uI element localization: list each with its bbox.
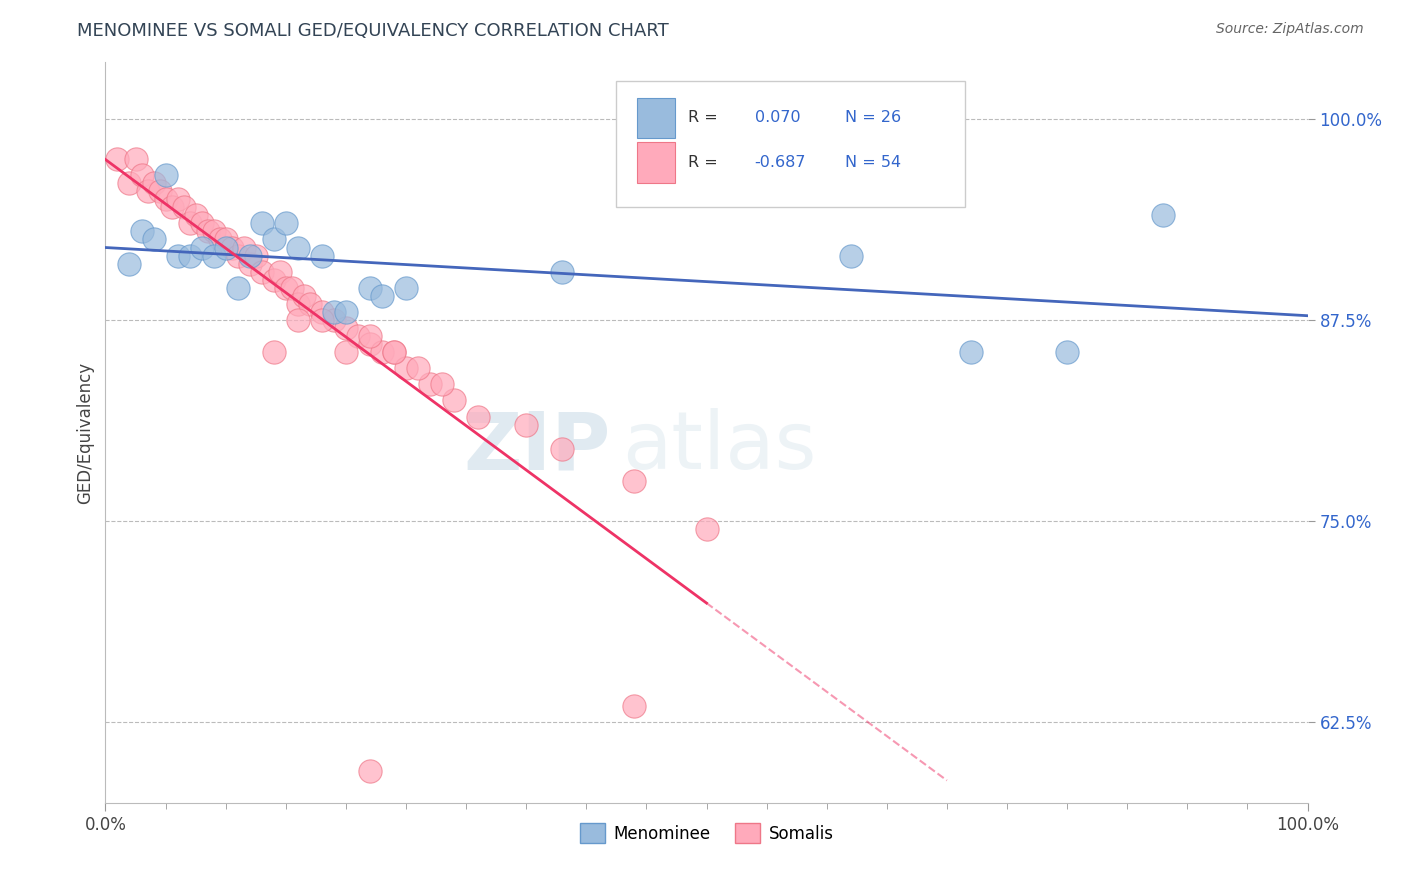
Point xyxy=(179,249,201,263)
Point xyxy=(173,200,195,214)
Point xyxy=(623,474,645,488)
Point xyxy=(395,281,418,295)
Point xyxy=(311,249,333,263)
Point xyxy=(335,305,357,319)
Text: R =: R = xyxy=(689,155,723,169)
Text: atlas: atlas xyxy=(623,409,817,486)
Point xyxy=(287,240,309,254)
Point xyxy=(221,240,243,254)
Point xyxy=(184,208,207,222)
Point xyxy=(623,699,645,714)
Legend: Menominee, Somalis: Menominee, Somalis xyxy=(574,816,839,850)
Point xyxy=(359,281,381,295)
Point xyxy=(118,257,141,271)
Point xyxy=(311,313,333,327)
Point xyxy=(359,337,381,351)
Point xyxy=(136,184,159,198)
Point xyxy=(263,345,285,359)
Point xyxy=(131,224,153,238)
Point xyxy=(382,345,405,359)
Point xyxy=(292,289,315,303)
Bar xyxy=(637,97,675,138)
Point xyxy=(419,377,441,392)
Point xyxy=(406,361,429,376)
Point xyxy=(202,224,225,238)
Point xyxy=(263,232,285,246)
Point xyxy=(322,305,344,319)
Point xyxy=(160,200,183,214)
Point xyxy=(1056,345,1078,359)
Point xyxy=(142,232,165,246)
Text: Source: ZipAtlas.com: Source: ZipAtlas.com xyxy=(1216,22,1364,37)
Text: 0.070: 0.070 xyxy=(755,111,800,126)
FancyBboxPatch shape xyxy=(616,81,965,207)
Point xyxy=(190,216,212,230)
Point xyxy=(232,240,254,254)
Point xyxy=(335,321,357,335)
Point xyxy=(467,409,489,424)
Point xyxy=(395,361,418,376)
Point xyxy=(696,522,718,536)
Point xyxy=(359,764,381,778)
Point xyxy=(298,297,321,311)
Point xyxy=(197,224,219,238)
Point xyxy=(839,249,862,263)
Point xyxy=(239,257,262,271)
Point xyxy=(269,265,291,279)
Point xyxy=(250,216,273,230)
Point xyxy=(382,345,405,359)
Point xyxy=(155,192,177,206)
Point xyxy=(371,289,394,303)
Point xyxy=(322,313,344,327)
Point xyxy=(118,176,141,190)
Point xyxy=(287,313,309,327)
Point xyxy=(124,152,146,166)
Point xyxy=(226,249,249,263)
Point xyxy=(245,249,267,263)
Point xyxy=(263,273,285,287)
Point xyxy=(359,329,381,343)
Point xyxy=(226,281,249,295)
Point xyxy=(214,232,236,246)
Point xyxy=(430,377,453,392)
Point xyxy=(551,442,574,456)
Point xyxy=(208,232,231,246)
Point xyxy=(148,184,170,198)
Point xyxy=(1152,208,1174,222)
Point xyxy=(371,345,394,359)
Point xyxy=(214,240,236,254)
Point xyxy=(107,152,129,166)
Bar xyxy=(637,142,675,183)
Point xyxy=(443,393,465,408)
Point xyxy=(142,176,165,190)
Point xyxy=(551,265,574,279)
Text: R =: R = xyxy=(689,111,723,126)
Point xyxy=(287,297,309,311)
Point xyxy=(347,329,370,343)
Text: MENOMINEE VS SOMALI GED/EQUIVALENCY CORRELATION CHART: MENOMINEE VS SOMALI GED/EQUIVALENCY CORR… xyxy=(77,22,669,40)
Point xyxy=(515,417,537,432)
Y-axis label: GED/Equivalency: GED/Equivalency xyxy=(76,361,94,504)
Point xyxy=(250,265,273,279)
Point xyxy=(281,281,304,295)
Point xyxy=(311,305,333,319)
Point xyxy=(274,216,297,230)
Point xyxy=(166,192,188,206)
Point xyxy=(190,240,212,254)
Point xyxy=(202,249,225,263)
Text: N = 54: N = 54 xyxy=(845,155,901,169)
Point xyxy=(166,249,188,263)
Text: ZIP: ZIP xyxy=(463,409,610,486)
Point xyxy=(335,345,357,359)
Point xyxy=(131,168,153,182)
Point xyxy=(155,168,177,182)
Text: N = 26: N = 26 xyxy=(845,111,901,126)
Point xyxy=(274,281,297,295)
Point xyxy=(960,345,983,359)
Text: -0.687: -0.687 xyxy=(755,155,806,169)
Point xyxy=(239,249,262,263)
Point xyxy=(179,216,201,230)
